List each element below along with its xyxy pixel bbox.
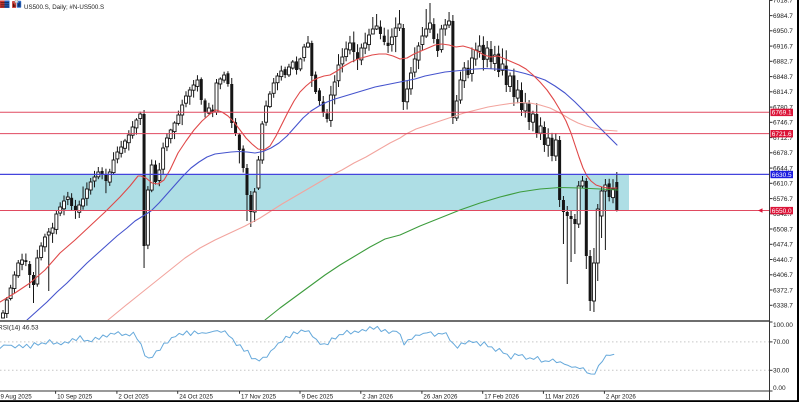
svg-text:6882.7: 6882.7 xyxy=(773,59,793,66)
svg-text:6769.1: 6769.1 xyxy=(772,110,792,117)
svg-text:6712.7: 6712.7 xyxy=(773,135,793,142)
svg-text:6814.7: 6814.7 xyxy=(773,89,793,96)
svg-text:6338.7: 6338.7 xyxy=(773,303,793,310)
svg-text:17 Feb 2026: 17 Feb 2026 xyxy=(484,394,519,401)
svg-text:6474.7: 6474.7 xyxy=(773,242,793,249)
svg-text:2 Jan 2026: 2 Jan 2026 xyxy=(362,394,393,401)
svg-text:24 Oct 2025: 24 Oct 2025 xyxy=(179,394,213,401)
svg-text:6916.7: 6916.7 xyxy=(773,43,793,50)
svg-text:70.00: 70.00 xyxy=(773,339,790,346)
svg-text:6508.7: 6508.7 xyxy=(773,226,793,233)
svg-text:30.00: 30.00 xyxy=(773,368,790,375)
svg-text:9 Dec 2025: 9 Dec 2025 xyxy=(302,394,334,401)
svg-text:RSI(14) 46.53: RSI(14) 46.53 xyxy=(0,325,39,332)
svg-text:US500.S, Daily; #N-US500.S: US500.S, Daily; #N-US500.S xyxy=(24,4,104,11)
svg-text:2 Apr 2026: 2 Apr 2026 xyxy=(606,394,636,401)
svg-text:11 Mar 2026: 11 Mar 2026 xyxy=(545,394,580,401)
svg-text:6780.7: 6780.7 xyxy=(773,104,793,111)
svg-text:6576.7: 6576.7 xyxy=(773,196,793,203)
svg-text:6542.7: 6542.7 xyxy=(773,211,793,218)
svg-text:100.00: 100.00 xyxy=(773,322,793,329)
svg-text:6406.7: 6406.7 xyxy=(773,272,793,279)
svg-text:6984.7: 6984.7 xyxy=(773,13,793,20)
svg-text:6550.0: 6550.0 xyxy=(772,208,792,215)
svg-text:7018.7: 7018.7 xyxy=(773,0,793,5)
svg-text:6372.7: 6372.7 xyxy=(773,287,793,294)
svg-text:6644.7: 6644.7 xyxy=(773,165,793,172)
svg-text:26 Jan 2026: 26 Jan 2026 xyxy=(423,394,458,401)
svg-text:10 Sep 2025: 10 Sep 2025 xyxy=(57,394,93,401)
svg-text:6746.7: 6746.7 xyxy=(773,120,793,127)
svg-text:6848.7: 6848.7 xyxy=(773,74,793,81)
svg-text:6950.7: 6950.7 xyxy=(773,28,793,35)
svg-text:6678.7: 6678.7 xyxy=(773,150,793,157)
svg-text:29 Aug 2025: 29 Aug 2025 xyxy=(0,394,32,401)
svg-text:6440.7: 6440.7 xyxy=(773,257,793,264)
svg-text:2 Oct 2025: 2 Oct 2025 xyxy=(118,394,149,401)
svg-text:17 Nov 2025: 17 Nov 2025 xyxy=(241,394,277,401)
svg-text:6610.7: 6610.7 xyxy=(773,181,793,188)
svg-text:6721.6: 6721.6 xyxy=(772,131,792,138)
svg-text:6630.5: 6630.5 xyxy=(772,172,792,179)
svg-text:0.00: 0.00 xyxy=(773,385,786,392)
